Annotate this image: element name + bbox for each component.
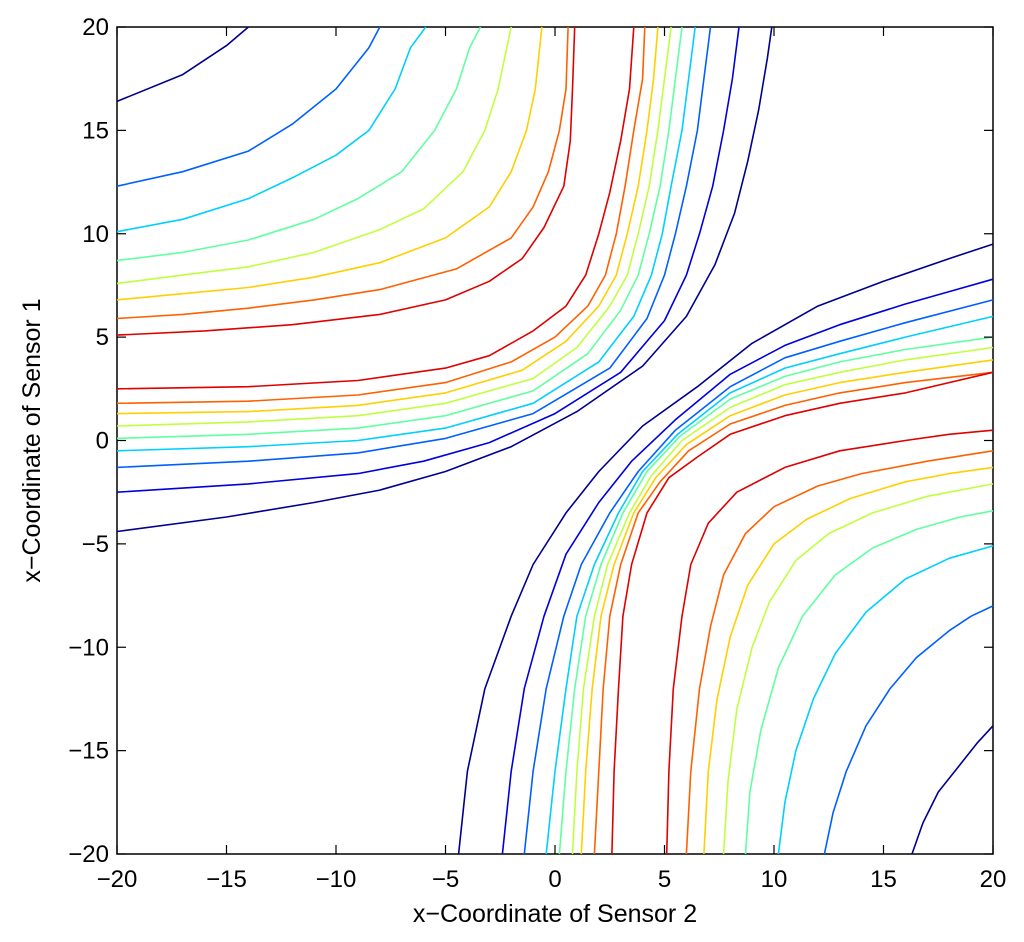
y-tick-label: 10 <box>82 221 109 248</box>
contour-line-11 <box>116 26 659 415</box>
contour-line-5 <box>116 26 512 285</box>
contour-line-9 <box>116 26 635 390</box>
contour-line-6 <box>116 26 543 301</box>
axis-ticks: −20 −15 −10 −5 0 5 10 15 20 −20 −15 −10 −5 0 5 10 15 20 <box>68 14 1006 893</box>
contour-line-4 <box>116 26 482 262</box>
contour-line-29 <box>703 466 994 855</box>
contour-line-13 <box>116 26 683 440</box>
y-tick-label: −20 <box>68 841 109 868</box>
contour-line-3 <box>116 26 427 233</box>
contour-line-22 <box>558 336 994 855</box>
x-tick-label: −20 <box>97 866 138 893</box>
contour-line-28 <box>685 450 994 855</box>
y-tick-label: −10 <box>68 634 109 661</box>
contour-line-31 <box>744 510 994 855</box>
x-tick-label: 0 <box>548 866 561 893</box>
y-tick-label: 0 <box>96 428 109 455</box>
contour-line-14 <box>116 26 696 452</box>
y-tick-label: 5 <box>96 324 109 351</box>
y-tick-label: 15 <box>82 117 109 144</box>
y-tick-label: 20 <box>82 14 109 41</box>
contour-line-32 <box>777 545 994 855</box>
contour-line-12 <box>116 26 672 427</box>
y-tick-label: −15 <box>68 738 109 765</box>
contour-line-16 <box>116 26 740 493</box>
contour-line-21 <box>545 315 994 855</box>
contour-line-33 <box>823 605 994 855</box>
contour-line-7 <box>116 26 569 320</box>
y-tick-label: −5 <box>82 531 109 558</box>
contour-line-26 <box>611 371 994 855</box>
contour-lines <box>116 26 994 855</box>
contour-line-2 <box>116 26 381 187</box>
x-axis-label: x−Coordinate of Sensor 2 <box>413 900 697 928</box>
contour-line-17 <box>116 26 773 533</box>
contour-line-19 <box>501 278 994 855</box>
x-tick-label: −10 <box>316 866 357 893</box>
contour-line-20 <box>523 299 994 855</box>
contour-line-1 <box>116 26 249 103</box>
y-axis-label: x−Coordinate of Sensor 1 <box>18 298 46 582</box>
contour-line-25 <box>593 371 994 855</box>
x-tick-label: 10 <box>761 866 788 893</box>
contour-line-27 <box>665 429 994 855</box>
contour-line-23 <box>571 346 994 855</box>
contour-line-24 <box>580 359 994 855</box>
contour-line-30 <box>722 483 994 855</box>
x-tick-label: 20 <box>980 866 1007 893</box>
contour-line-8 <box>116 26 576 336</box>
x-tick-label: 15 <box>870 866 897 893</box>
contour-line-34 <box>911 725 994 855</box>
contour-line-10 <box>116 26 646 405</box>
x-tick-label: −5 <box>432 866 459 893</box>
x-tick-label: 5 <box>658 866 671 893</box>
x-tick-label: −15 <box>206 866 247 893</box>
contour-line-15 <box>116 26 712 469</box>
contour-line-18 <box>457 243 994 855</box>
